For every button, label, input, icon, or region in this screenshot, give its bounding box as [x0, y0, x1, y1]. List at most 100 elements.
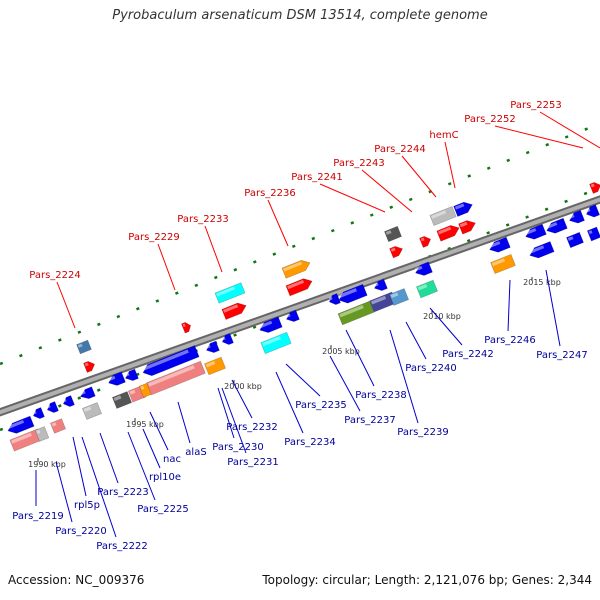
leader-line-top	[444, 141, 456, 189]
gene-label-bottom: Pars_2242	[442, 349, 493, 360]
gene-blue-b2	[32, 407, 45, 419]
gene-label-top: Pars_2243	[333, 158, 384, 169]
gene-pars-2234	[259, 316, 283, 333]
leader-line-top	[361, 169, 413, 213]
gene-blue-b15	[524, 223, 547, 240]
gene-pars-2232	[204, 356, 226, 376]
gene-blue-b16	[545, 217, 568, 234]
gene-blue-b6	[107, 371, 126, 386]
gene-label-bottom: Pars_2222	[96, 541, 147, 552]
gene-label-top: Pars_2253	[510, 100, 561, 111]
gene-blue-b17	[568, 209, 585, 224]
kbp-label: 2000 kbp	[224, 382, 262, 391]
leader-line-bottom	[405, 321, 427, 360]
leader-line-bottom	[275, 371, 304, 434]
gene-label-bottom: rpl10e	[149, 472, 181, 483]
leader-line-bottom	[545, 269, 561, 347]
gene-label-bottom: Pars_2225	[137, 504, 188, 515]
gene-steel-1	[76, 339, 92, 355]
gene-label-bottom: Pars_2246	[484, 335, 535, 346]
leader-line-bottom	[429, 307, 463, 346]
gene-label-bottom: Pars_2238	[355, 390, 406, 401]
gene-pars-2244	[436, 225, 460, 242]
gene-alas	[142, 345, 200, 377]
gene-pars-2236-a	[281, 259, 311, 279]
gene-gray-1	[429, 206, 457, 226]
gene-label-bottom: Pars_2232	[226, 422, 277, 433]
gene-label-bottom: Pars_2235	[295, 400, 346, 411]
gene-pars-2240	[388, 288, 410, 306]
gene-blue-b20	[586, 226, 600, 242]
gene-blue-b18	[585, 204, 600, 218]
gene-blue-b3	[46, 401, 59, 413]
gene-label-bottom: Pars_2234	[284, 437, 335, 448]
gene-pars-2233-b	[221, 302, 247, 320]
gene-label-top: Pars_2252	[464, 114, 515, 125]
leader-line-bottom	[329, 355, 361, 412]
gene-label-bottom: Pars_2231	[227, 457, 278, 468]
leader-line-bottom	[81, 436, 117, 538]
leader-line-top	[56, 281, 76, 329]
leader-line-bottom	[127, 431, 156, 501]
gene-pars-2242	[416, 279, 438, 299]
gene-blue-b8	[205, 340, 220, 353]
leader-line-bottom	[72, 436, 87, 497]
leader-line-top	[319, 183, 386, 213]
gene-pars-2238	[338, 283, 368, 304]
gene-blue-b4	[62, 395, 75, 407]
gene-blue-b5	[79, 386, 96, 399]
gene-pars-2224	[83, 361, 96, 373]
topology-text: Topology: circular; Length: 2,121,076 bp…	[262, 573, 592, 587]
leader-line-top	[401, 155, 437, 198]
gene-blue-b14	[488, 236, 511, 253]
leader-line-top	[157, 243, 176, 291]
leader-line-bottom	[389, 329, 419, 424]
gene-label-top: Pars_2224	[29, 270, 80, 281]
gene-blue-b1	[7, 415, 35, 434]
gene-pars-2253	[589, 182, 600, 194]
accession-text: Accession: NC_009376	[8, 573, 145, 587]
gene-blue-b12	[373, 278, 388, 291]
leader-line-top	[204, 225, 223, 273]
gene-pars-2233-a	[214, 282, 246, 304]
gene-rpl5p	[81, 402, 103, 420]
leader-line-top	[494, 125, 584, 149]
gene-blue-b19	[566, 231, 584, 249]
leader-line-top	[539, 111, 600, 149]
gene-pars-2223	[111, 391, 133, 409]
gene-label-top: Pars_2233	[177, 214, 228, 225]
gene-label-bottom: Pars_2219	[12, 511, 63, 522]
gene-blue-b7	[124, 368, 139, 381]
leader-line-top	[267, 199, 289, 247]
gene-gray-b1	[34, 426, 50, 442]
leader-line-bottom	[55, 461, 73, 523]
gene-pars-2229	[181, 322, 192, 334]
gene-label-bottom: Pars_2220	[55, 526, 106, 537]
gene-blue-b11	[328, 293, 341, 305]
leader-line-bottom	[221, 387, 247, 454]
gene-hemc	[458, 220, 476, 235]
gene-pars-2246	[490, 253, 516, 275]
kbp-label: 2005 kbp	[322, 347, 360, 356]
gene-label-top: Pars_2229	[128, 232, 179, 243]
gene-label-bottom: rpl5p	[74, 500, 100, 511]
gene-label-bottom: Pars_2239	[397, 427, 448, 438]
gene-blue-b13	[414, 261, 433, 276]
leader-line-bottom	[231, 379, 253, 419]
gene-label-top: hemC	[429, 130, 458, 141]
gene-label-bottom: Pars_2230	[212, 442, 263, 453]
gene-nac	[146, 360, 206, 396]
gene-label-bottom: Pars_2237	[344, 415, 395, 426]
gene-blue-top-1	[453, 201, 473, 217]
gene-blue-b9	[221, 333, 234, 345]
gene-label-bottom: Pars_2240	[405, 363, 456, 374]
gene-pars-2247	[529, 241, 555, 259]
leader-line-bottom	[507, 279, 511, 332]
gene-label-bottom: alaS	[185, 447, 206, 458]
kbp-label: 1990 kbp	[28, 460, 66, 469]
map-title: Pyrobaculum arsenaticum DSM 13514, compl…	[112, 8, 488, 23]
leader-line-bottom	[345, 329, 375, 387]
leader-line-bottom	[285, 363, 321, 397]
gene-pars-2236-b	[285, 278, 313, 297]
